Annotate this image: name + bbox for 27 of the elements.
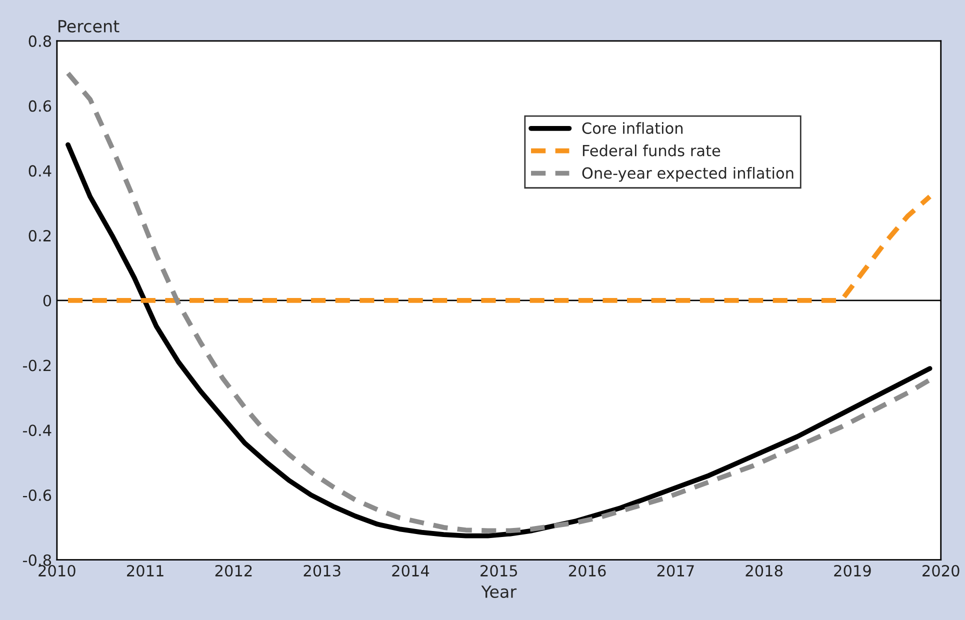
legend-label: Federal funds rate bbox=[582, 144, 720, 156]
line-series bbox=[66, 70, 932, 534]
legend-label: Core inflation bbox=[582, 122, 683, 134]
legend-label: One-year expected inflation bbox=[582, 166, 794, 182]
y-tick-label: -0.8 bbox=[23, 554, 52, 566]
y-tick-label: -0.4 bbox=[23, 424, 52, 436]
x-tick-label: 2012 bbox=[215, 564, 252, 577]
x-tick-label: 2015 bbox=[480, 564, 518, 577]
x-tick-label: 2011 bbox=[127, 564, 164, 577]
y-tick-label: 0.8 bbox=[28, 35, 52, 47]
x-tick-label: 2014 bbox=[392, 564, 430, 577]
x-tick-label: 2016 bbox=[568, 564, 606, 577]
y-tick-label: 0.2 bbox=[28, 230, 51, 242]
y-axis-title: Percent bbox=[58, 20, 120, 32]
x-tick-label: 2013 bbox=[304, 564, 340, 577]
x-tick-label: 2018 bbox=[746, 564, 782, 577]
y-tick-label: 0 bbox=[43, 294, 52, 306]
x-tick-label: 2020 bbox=[922, 564, 960, 577]
x-tick-label: 2017 bbox=[657, 564, 694, 577]
x-tick-label: 2019 bbox=[834, 564, 871, 577]
y-tick-label: 0.6 bbox=[28, 100, 52, 112]
x-tick-label: 2010 bbox=[38, 564, 76, 577]
line-series bbox=[66, 194, 932, 303]
x-axis-title: Year bbox=[481, 586, 517, 598]
y-tick-label: 0.4 bbox=[28, 165, 52, 177]
y-tick-label: -0.2 bbox=[23, 360, 51, 372]
y-tick-label: -0.6 bbox=[23, 489, 52, 502]
